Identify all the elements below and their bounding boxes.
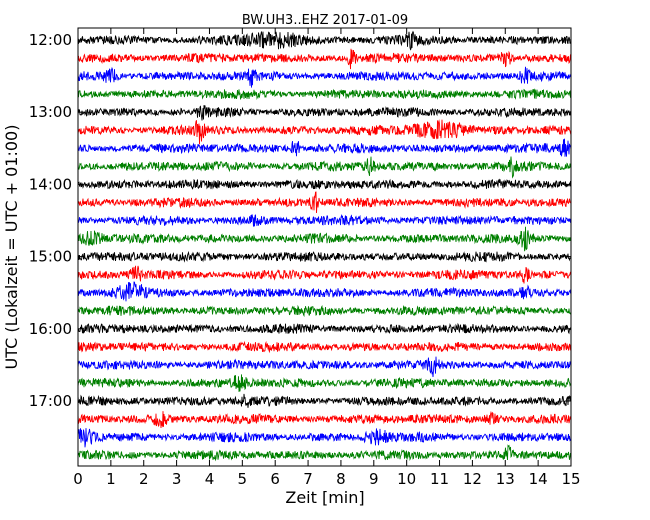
trace-1615 bbox=[78, 340, 572, 354]
trace-1530 bbox=[77, 281, 572, 302]
x-tick-label: 9 bbox=[369, 470, 379, 488]
y-tick-label: 14:00 bbox=[29, 175, 72, 193]
x-tick-label: 1 bbox=[106, 470, 116, 488]
trace-1445 bbox=[77, 226, 572, 252]
x-tick-label: 15 bbox=[561, 470, 580, 488]
y-tick-label: 17:00 bbox=[29, 392, 72, 410]
x-tick-label: 0 bbox=[73, 470, 83, 488]
x-tick-label: 6 bbox=[270, 470, 280, 488]
trace-1700 bbox=[77, 393, 572, 408]
x-axis: 0 1 2 3 4 5 6 7 8 9 10 11 12 13 14 15 bbox=[73, 28, 581, 488]
x-tick-label: 5 bbox=[238, 470, 248, 488]
y-tick-label: 12:00 bbox=[29, 31, 72, 49]
x-tick-label: 14 bbox=[529, 470, 548, 488]
x-tick-label: 10 bbox=[397, 470, 416, 488]
x-tick-label: 11 bbox=[430, 470, 449, 488]
trace-1715 bbox=[77, 410, 572, 429]
y-tick-label: 16:00 bbox=[29, 320, 72, 338]
trace-1545 bbox=[77, 304, 572, 318]
trace-1245 bbox=[78, 88, 572, 101]
x-tick-label: 3 bbox=[172, 470, 182, 488]
x-axis-label: Zeit [min] bbox=[285, 488, 364, 507]
chart-title: BW.UH3..EHZ 2017-01-09 bbox=[242, 13, 408, 28]
trace-1200 bbox=[77, 30, 572, 51]
trace-group bbox=[77, 30, 572, 462]
trace-1400 bbox=[77, 178, 572, 190]
x-tick-label: 2 bbox=[139, 470, 149, 488]
y-axis-label: UTC (Lokalzeit = UTC + 01:00) bbox=[2, 125, 21, 370]
x-tick-label: 12 bbox=[463, 470, 482, 488]
trace-1500 bbox=[77, 250, 572, 263]
trace-1415 bbox=[77, 191, 572, 214]
trace-1215 bbox=[77, 48, 572, 70]
trace-1730 bbox=[77, 428, 572, 448]
trace-1315 bbox=[77, 119, 572, 145]
trace-1330 bbox=[77, 138, 572, 157]
x-tick-label: 8 bbox=[336, 470, 346, 488]
trace-1745 bbox=[77, 444, 572, 462]
y-axis: 12:00 13:00 14:00 15:00 16:00 17:00 bbox=[29, 31, 571, 410]
trace-1630 bbox=[77, 356, 572, 378]
x-tick-label: 13 bbox=[496, 470, 515, 488]
x-tick-label: 7 bbox=[303, 470, 313, 488]
trace-1430 bbox=[77, 213, 572, 227]
trace-1600 bbox=[77, 322, 572, 335]
plot-frame bbox=[77, 27, 572, 467]
trace-1230 bbox=[77, 66, 572, 88]
y-tick-label: 13:00 bbox=[29, 103, 72, 121]
trace-1645 bbox=[77, 374, 572, 392]
y-tick-label: 15:00 bbox=[29, 248, 72, 266]
trace-1345 bbox=[77, 156, 572, 179]
trace-1300 bbox=[77, 105, 572, 121]
trace-1515 bbox=[77, 265, 572, 284]
x-tick-label: 4 bbox=[205, 470, 215, 488]
